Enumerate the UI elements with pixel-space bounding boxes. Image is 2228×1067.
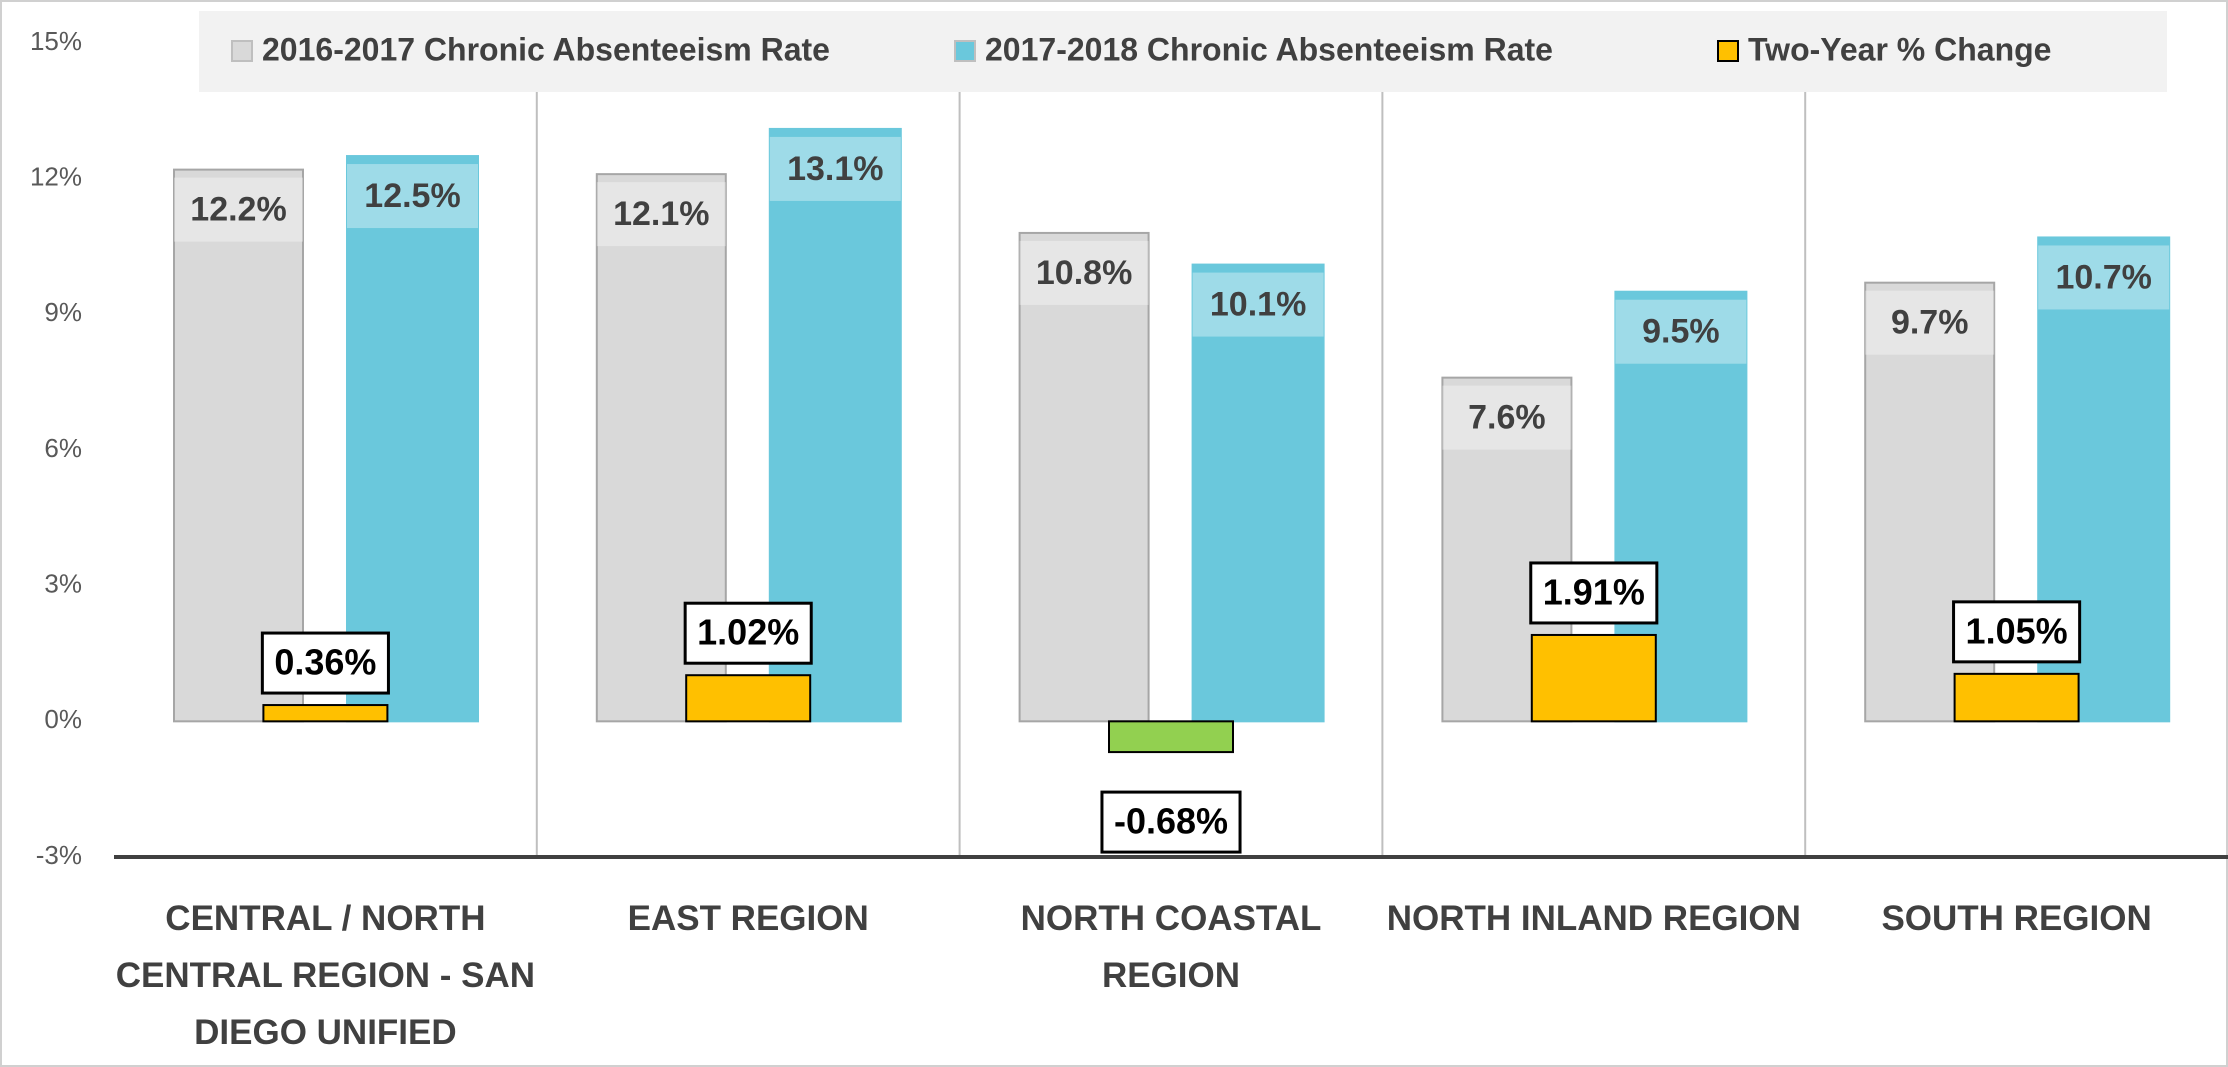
value-label: 10.7% [2055, 258, 2151, 296]
change-bar [1530, 633, 1657, 723]
change-bar [685, 674, 812, 723]
y-tick-label: 9% [44, 297, 82, 327]
value-label: 12.5% [364, 177, 460, 215]
legend-label: 2017-2018 Chronic Absenteeism Rate [985, 31, 1553, 67]
legend-swatch [231, 40, 253, 62]
value-label: 1.05% [1966, 610, 2068, 651]
legend-label: 2016-2017 Chronic Absenteeism Rate [262, 31, 830, 67]
y-tick-label: 6% [44, 433, 82, 463]
legend-label: Two-Year % Change [1748, 31, 2051, 67]
value-label-bg [1865, 290, 1995, 355]
value-label: 12.2% [190, 191, 286, 229]
value-label-bg [2038, 245, 2170, 310]
value-label: -0.68% [1114, 801, 1228, 842]
value-label: 10.1% [1210, 286, 1306, 324]
value-label: 1.02% [697, 612, 799, 653]
value-label: 10.8% [1036, 254, 1132, 292]
x-tick-label: SOUTH REGION [1881, 899, 2152, 938]
value-label-box [1952, 600, 2082, 664]
value-label-bg [1019, 240, 1149, 305]
value-label-bg [347, 164, 478, 229]
x-tick-label: NORTH INLAND REGION [1386, 899, 1801, 938]
value-label-bg [596, 182, 726, 247]
bar [1018, 231, 1150, 723]
value-label-box [260, 631, 390, 695]
y-tick-label: 3% [44, 569, 82, 599]
legend-box [199, 11, 2167, 92]
y-tick-label: -3% [36, 840, 82, 870]
change-bar [1108, 720, 1234, 754]
value-label-box [1529, 561, 1659, 625]
value-label: 12.1% [613, 195, 709, 233]
value-label-bg [174, 177, 303, 242]
legend-swatch [1717, 40, 1739, 62]
bar [346, 155, 479, 723]
value-label: 0.36% [274, 642, 376, 683]
value-label-box [683, 601, 813, 665]
value-label: 13.1% [787, 150, 883, 188]
y-tick-label: 0% [44, 704, 82, 734]
bar [1191, 263, 1325, 723]
y-tick-label: 12% [30, 162, 82, 192]
y-tick-label: 15% [30, 26, 82, 56]
bar [173, 168, 304, 723]
value-label: 7.6% [1468, 399, 1546, 437]
legend-swatch [954, 40, 976, 62]
x-tick-label: NORTH COASTAL REGION [1020, 899, 1322, 995]
value-label-bg [769, 136, 901, 201]
change-bar [262, 704, 389, 723]
value-label: 9.7% [1891, 304, 1969, 342]
value-label-bg [1615, 299, 1747, 364]
change-bar [1953, 672, 2080, 723]
x-tick-label: CENTRAL / NORTH CENTRAL REGION - SAN DIE… [115, 899, 536, 1052]
value-label-bg [1192, 272, 1324, 337]
x-tick-label: EAST REGION [627, 899, 869, 938]
value-label-bg [1442, 385, 1572, 450]
value-label: 1.91% [1543, 571, 1645, 612]
value-label-box [1100, 790, 1242, 854]
value-label: 9.5% [1642, 313, 1720, 351]
